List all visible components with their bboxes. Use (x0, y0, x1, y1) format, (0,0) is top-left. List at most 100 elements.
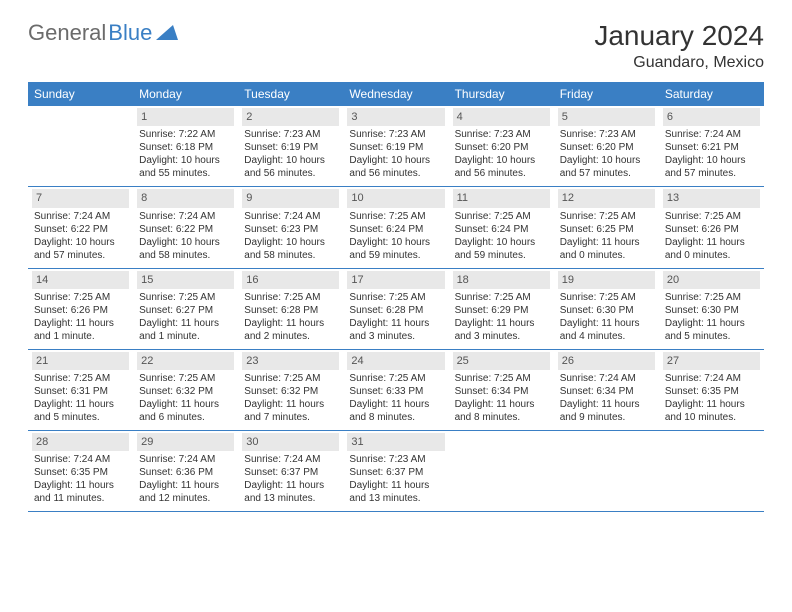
day-cell: 19Sunrise: 7:25 AMSunset: 6:30 PMDayligh… (554, 268, 659, 349)
day-number: 27 (663, 352, 760, 370)
calendar-page: GeneralBlue January 2024 Guandaro, Mexic… (0, 0, 792, 532)
sunset-text: Sunset: 6:32 PM (244, 385, 337, 398)
col-saturday: Saturday (659, 82, 764, 106)
day-info: Sunrise: 7:24 AMSunset: 6:34 PMDaylight:… (558, 372, 655, 424)
sunrise-text: Sunrise: 7:24 AM (665, 372, 758, 385)
day-number: 26 (558, 352, 655, 370)
day-cell: 5Sunrise: 7:23 AMSunset: 6:20 PMDaylight… (554, 106, 659, 187)
sunset-text: Sunset: 6:30 PM (665, 304, 758, 317)
day-info: Sunrise: 7:25 AMSunset: 6:27 PMDaylight:… (137, 291, 234, 343)
day-number: 21 (32, 352, 129, 370)
day-cell: 12Sunrise: 7:25 AMSunset: 6:25 PMDayligh… (554, 187, 659, 268)
day-info: Sunrise: 7:22 AMSunset: 6:18 PMDaylight:… (137, 128, 234, 180)
day-cell: 7Sunrise: 7:24 AMSunset: 6:22 PMDaylight… (28, 187, 133, 268)
sunrise-text: Sunrise: 7:25 AM (560, 210, 653, 223)
day-info: Sunrise: 7:25 AMSunset: 6:25 PMDaylight:… (558, 210, 655, 262)
sunrise-text: Sunrise: 7:25 AM (455, 372, 548, 385)
sunset-text: Sunset: 6:30 PM (560, 304, 653, 317)
daylight-text: Daylight: 11 hours and 4 minutes. (560, 317, 653, 343)
sunset-text: Sunset: 6:20 PM (560, 141, 653, 154)
sunset-text: Sunset: 6:20 PM (455, 141, 548, 154)
day-cell: 29Sunrise: 7:24 AMSunset: 6:36 PMDayligh… (133, 431, 238, 512)
day-number: 13 (663, 189, 760, 207)
day-cell: 2Sunrise: 7:23 AMSunset: 6:19 PMDaylight… (238, 106, 343, 187)
sunrise-text: Sunrise: 7:22 AM (139, 128, 232, 141)
daylight-text: Daylight: 10 hours and 56 minutes. (455, 154, 548, 180)
day-number: 7 (32, 189, 129, 207)
day-number: 17 (347, 271, 444, 289)
sunset-text: Sunset: 6:37 PM (244, 466, 337, 479)
day-number: 28 (32, 433, 129, 451)
day-info: Sunrise: 7:25 AMSunset: 6:31 PMDaylight:… (32, 372, 129, 424)
day-info: Sunrise: 7:24 AMSunset: 6:23 PMDaylight:… (242, 210, 339, 262)
sunrise-text: Sunrise: 7:23 AM (455, 128, 548, 141)
day-number: 19 (558, 271, 655, 289)
day-cell: 22Sunrise: 7:25 AMSunset: 6:32 PMDayligh… (133, 349, 238, 430)
day-number: 31 (347, 433, 444, 451)
daylight-text: Daylight: 11 hours and 3 minutes. (455, 317, 548, 343)
day-cell: 1Sunrise: 7:22 AMSunset: 6:18 PMDaylight… (133, 106, 238, 187)
sunset-text: Sunset: 6:23 PM (244, 223, 337, 236)
day-number: 30 (242, 433, 339, 451)
sunset-text: Sunset: 6:35 PM (665, 385, 758, 398)
day-info: Sunrise: 7:24 AMSunset: 6:35 PMDaylight:… (32, 453, 129, 505)
daylight-text: Daylight: 11 hours and 10 minutes. (665, 398, 758, 424)
daylight-text: Daylight: 11 hours and 0 minutes. (665, 236, 758, 262)
day-info: Sunrise: 7:23 AMSunset: 6:19 PMDaylight:… (242, 128, 339, 180)
sunrise-text: Sunrise: 7:25 AM (139, 291, 232, 304)
daylight-text: Daylight: 11 hours and 9 minutes. (560, 398, 653, 424)
daylight-text: Daylight: 11 hours and 2 minutes. (244, 317, 337, 343)
day-cell: 16Sunrise: 7:25 AMSunset: 6:28 PMDayligh… (238, 268, 343, 349)
day-cell: 13 Sunrise: 7:25 AMSunset: 6:26 PMDayligh… (659, 187, 764, 268)
daylight-text: Daylight: 11 hours and 8 minutes. (455, 398, 548, 424)
col-monday: Monday (133, 82, 238, 106)
sunset-text: Sunset: 6:22 PM (34, 223, 127, 236)
day-cell: 23Sunrise: 7:25 AMSunset: 6:32 PMDayligh… (238, 349, 343, 430)
daylight-text: Daylight: 11 hours and 1 minute. (34, 317, 127, 343)
day-info: Sunrise: 7:25 AMSunset: 6:26 PMDaylight:… (663, 210, 760, 262)
sunrise-text: Sunrise: 7:24 AM (139, 210, 232, 223)
daylight-text: Daylight: 10 hours and 57 minutes. (34, 236, 127, 262)
day-info: Sunrise: 7:25 AMSunset: 6:28 PMDaylight:… (347, 291, 444, 343)
day-number: 14 (32, 271, 129, 289)
day-cell: 11Sunrise: 7:25 AMSunset: 6:24 PMDayligh… (449, 187, 554, 268)
day-info: Sunrise: 7:25 AMSunset: 6:28 PMDaylight:… (242, 291, 339, 343)
sunrise-text: Sunrise: 7:23 AM (244, 128, 337, 141)
sunset-text: Sunset: 6:19 PM (349, 141, 442, 154)
sunrise-text: Sunrise: 7:24 AM (244, 210, 337, 223)
day-cell: 26 Sunrise: 7:24 AMSunset: 6:34 PMDayligh… (554, 349, 659, 430)
sunset-text: Sunset: 6:24 PM (455, 223, 548, 236)
day-number: 11 (453, 189, 550, 207)
day-cell: 30Sunrise: 7:24 AMSunset: 6:37 PMDayligh… (238, 431, 343, 512)
daylight-text: Daylight: 11 hours and 12 minutes. (139, 479, 232, 505)
daylight-text: Daylight: 10 hours and 59 minutes. (455, 236, 548, 262)
daylight-text: Daylight: 11 hours and 8 minutes. (349, 398, 442, 424)
day-info: Sunrise: 7:25 AMSunset: 6:30 PMDaylight:… (663, 291, 760, 343)
day-number: 15 (137, 271, 234, 289)
sunset-text: Sunset: 6:34 PM (455, 385, 548, 398)
sunset-text: Sunset: 6:36 PM (139, 466, 232, 479)
triangle-icon (156, 22, 178, 45)
day-number: 22 (137, 352, 234, 370)
day-number: 23 (242, 352, 339, 370)
week-row: 28 Sunrise: 7:24 AMSunset: 6:35 PMDayligh… (28, 431, 764, 512)
sunrise-text: Sunrise: 7:25 AM (34, 291, 127, 304)
daylight-text: Daylight: 10 hours and 59 minutes. (349, 236, 442, 262)
day-info: Sunrise: 7:23 AMSunset: 6:20 PMDaylight:… (453, 128, 550, 180)
sunrise-text: Sunrise: 7:25 AM (455, 291, 548, 304)
sunset-text: Sunset: 6:22 PM (139, 223, 232, 236)
day-number: 3 (347, 108, 444, 126)
day-number: 10 (347, 189, 444, 207)
title-block: January 2024 Guandaro, Mexico (594, 20, 764, 72)
sunset-text: Sunset: 6:27 PM (139, 304, 232, 317)
sunrise-text: Sunrise: 7:23 AM (560, 128, 653, 141)
sunrise-text: Sunrise: 7:24 AM (665, 128, 758, 141)
brand-part1: General (28, 20, 106, 46)
daylight-text: Daylight: 11 hours and 3 minutes. (349, 317, 442, 343)
week-row: 1Sunrise: 7:22 AMSunset: 6:18 PMDaylight… (28, 106, 764, 187)
day-cell: 6Sunrise: 7:24 AMSunset: 6:21 PMDaylight… (659, 106, 764, 187)
sunrise-text: Sunrise: 7:25 AM (34, 372, 127, 385)
day-cell: 20Sunrise: 7:25 AMSunset: 6:30 PMDayligh… (659, 268, 764, 349)
day-cell: 3Sunrise: 7:23 AMSunset: 6:19 PMDaylight… (343, 106, 448, 187)
sunset-text: Sunset: 6:35 PM (34, 466, 127, 479)
